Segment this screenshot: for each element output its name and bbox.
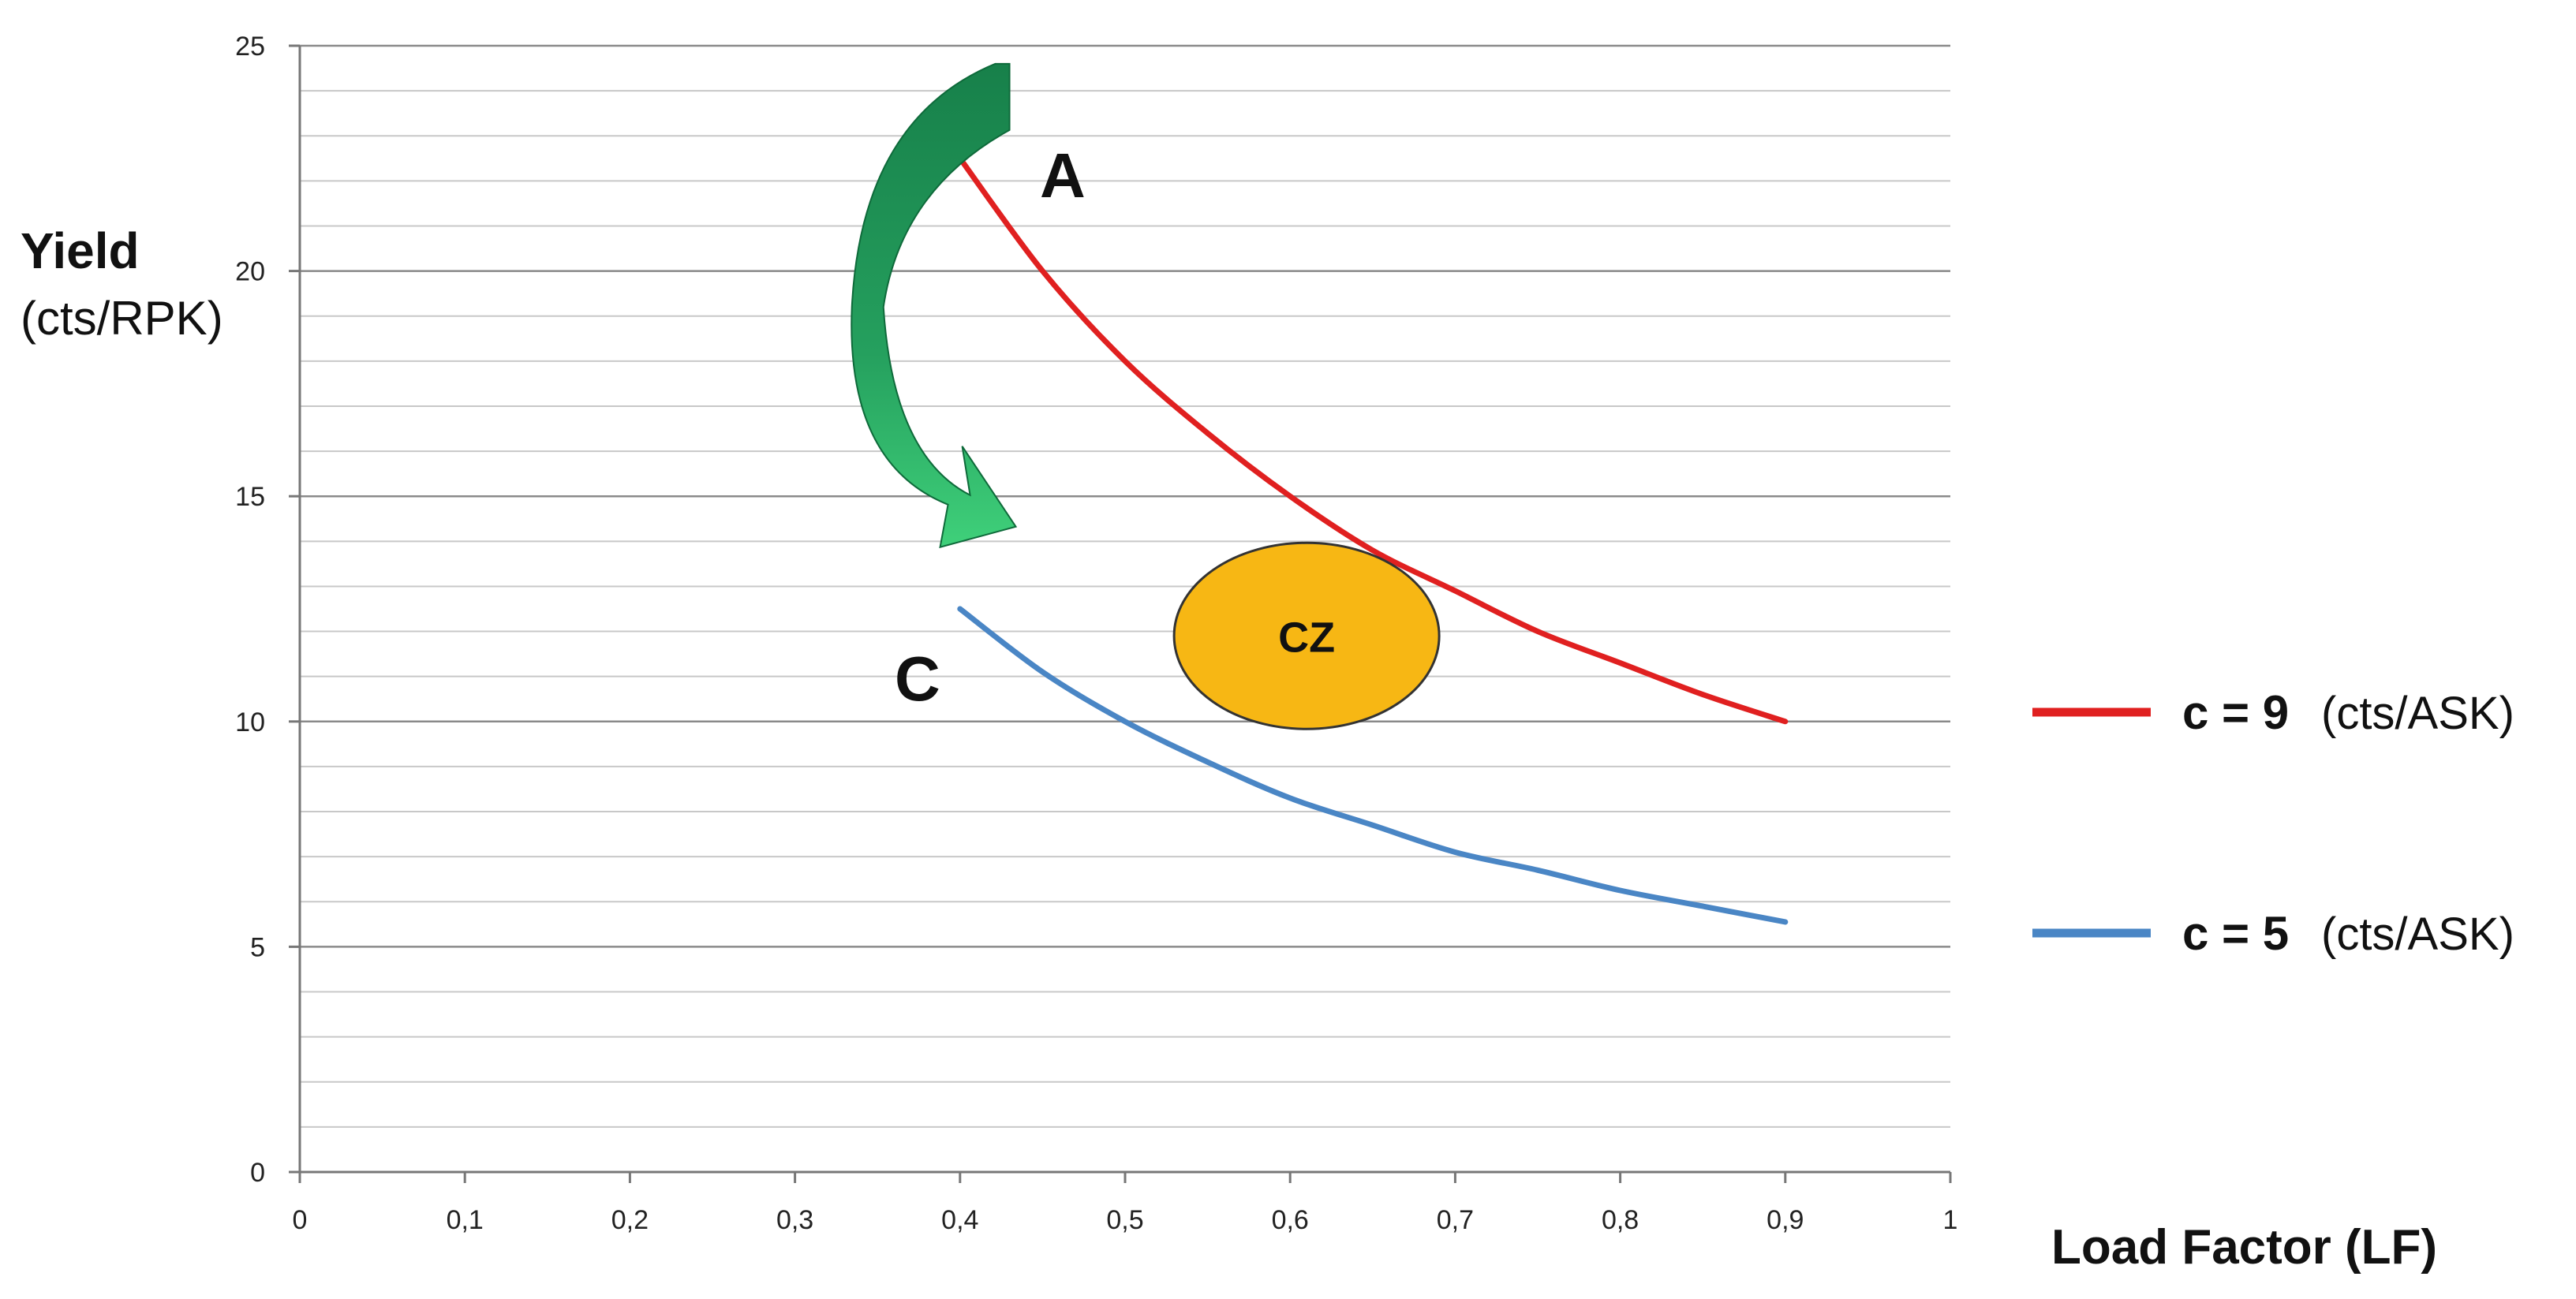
minor-gridlines — [300, 90, 1950, 1128]
axes — [289, 44, 1952, 1183]
x-tick-label: 0,2 — [611, 1205, 649, 1235]
y-tick-labels: 0 5 10 15 20 25 — [235, 32, 265, 1188]
y-tick-label: 15 — [235, 482, 265, 512]
series-line-c5 — [957, 606, 1789, 925]
legend: c = 9 (cts/ASK) c = 5 (cts/ASK) — [2032, 686, 2514, 960]
point-c-label: C — [895, 644, 940, 714]
series-layer — [957, 155, 1789, 925]
legend-series-unit: (cts/ASK) — [2321, 688, 2514, 739]
y-tick-label: 20 — [235, 257, 265, 287]
y-tick-label: 0 — [250, 1158, 265, 1188]
x-tick-label: 0 — [293, 1205, 308, 1235]
x-tick-label: 0,7 — [1437, 1205, 1474, 1235]
x-tick-label: 0,8 — [1602, 1205, 1639, 1235]
y-axis-unit: (cts/RPK) — [21, 292, 223, 345]
legend-series-unit: (cts/ASK) — [2321, 909, 2514, 960]
x-tick-label: 0,3 — [776, 1205, 813, 1235]
y-tick-label: 5 — [250, 932, 265, 962]
legend-series-name: c = 9 — [2182, 686, 2289, 739]
x-tick-label: 0,5 — [1106, 1205, 1143, 1235]
legend-series-name: c = 5 — [2182, 907, 2289, 960]
x-tick-labels: 0 0,1 0,2 0,3 0,4 0,5 0,6 0,7 0,8 0,9 1 — [293, 1205, 1958, 1235]
y-tick-label: 25 — [235, 32, 265, 62]
cz-label: CZ — [1278, 614, 1335, 661]
y-tick-label: 10 — [235, 707, 265, 737]
x-axis-title: Load Factor (LF) — [2051, 1220, 2437, 1275]
x-tick-label: 0,6 — [1272, 1205, 1309, 1235]
point-a-label: A — [1040, 140, 1086, 211]
curved-arrow-icon — [851, 62, 1018, 549]
series-line-c9 — [957, 155, 1789, 725]
x-tick-label: 0,4 — [941, 1205, 978, 1235]
x-tick-label: 0,1 — [447, 1205, 484, 1235]
x-tick-label: 1 — [1943, 1205, 1958, 1235]
comfort-zone: CZ — [1172, 541, 1441, 730]
y-axis-title: Yield — [21, 222, 140, 279]
cz-ellipse — [1172, 541, 1441, 730]
x-tick-label: 0,9 — [1767, 1205, 1804, 1235]
